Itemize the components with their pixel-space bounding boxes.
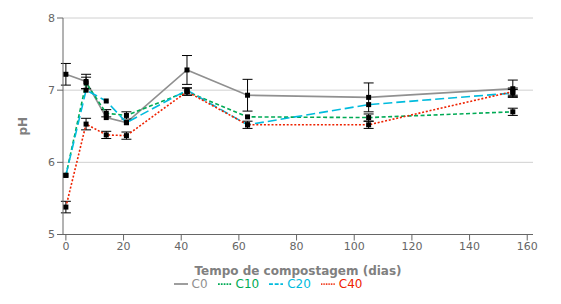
- html-text:C20: C20: [287, 276, 311, 291]
- svg-text:0: 0: [62, 240, 69, 253]
- svg-text:5: 5: [48, 228, 55, 241]
- svg-text:40: 40: [174, 240, 188, 253]
- svg-text:8: 8: [48, 12, 55, 25]
- svg-text:60: 60: [232, 240, 246, 253]
- svg-text:160: 160: [517, 240, 538, 253]
- svg-text:7: 7: [48, 84, 55, 97]
- svg-text:100: 100: [344, 240, 365, 253]
- svg-text:140: 140: [459, 240, 480, 253]
- svg-text:Tempo de compostagem (dias): Tempo de compostagem (dias): [194, 264, 401, 278]
- svg-text:120: 120: [401, 240, 422, 253]
- html-text:C10: C10: [235, 276, 260, 291]
- svg-text:80: 80: [290, 240, 304, 253]
- html-text:C40: C40: [338, 276, 363, 291]
- svg-text:pH: pH: [16, 117, 30, 136]
- svg-text:20: 20: [117, 240, 131, 253]
- html-text:C0: C0: [191, 276, 208, 291]
- svg-text:6: 6: [48, 156, 55, 169]
